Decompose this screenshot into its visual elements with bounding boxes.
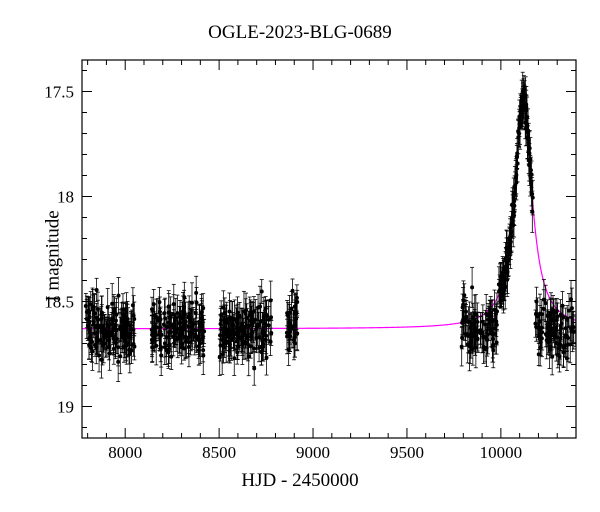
lightcurve-plot: 8000 8500 9000 9500 10000 17.5 18 18.5 19 xyxy=(0,0,600,512)
svg-text:9500: 9500 xyxy=(390,443,424,462)
svg-text:17.5: 17.5 xyxy=(44,83,74,102)
svg-text:18: 18 xyxy=(57,188,74,207)
svg-text:19: 19 xyxy=(57,398,74,417)
svg-text:8000: 8000 xyxy=(108,443,142,462)
svg-text:18.5: 18.5 xyxy=(44,293,74,312)
svg-text:10000: 10000 xyxy=(480,443,523,462)
svg-text:9000: 9000 xyxy=(296,443,330,462)
svg-text:8500: 8500 xyxy=(202,443,236,462)
